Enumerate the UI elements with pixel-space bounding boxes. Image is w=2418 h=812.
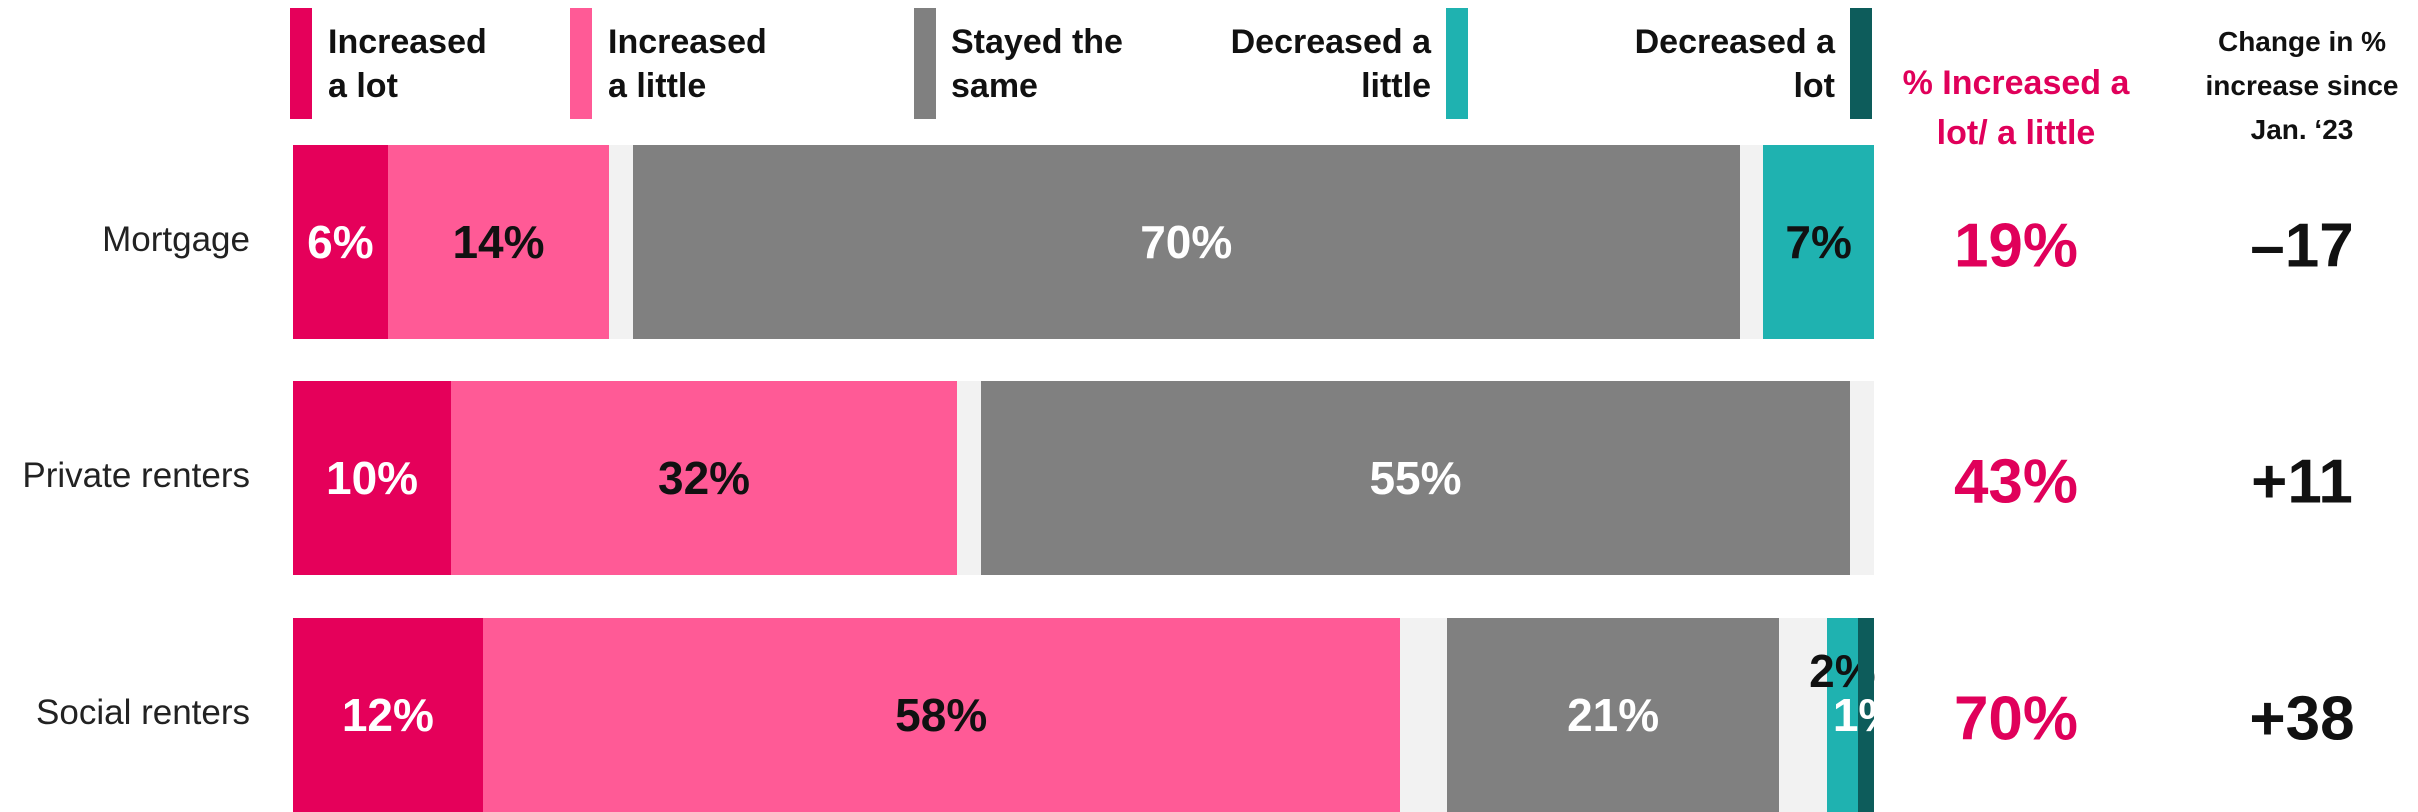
category-label: Private renters [22, 456, 250, 495]
column-header: % Increased a lot/ a little [1902, 64, 2130, 152]
data-label: 21% [1567, 689, 1660, 741]
category-label: Mortgage [102, 220, 250, 259]
legend-swatch [1446, 8, 1468, 119]
bar-segment [1858, 618, 1874, 812]
bar-segment [1763, 145, 1874, 339]
data-label: 58% [895, 689, 988, 741]
data-label: 6% [307, 216, 374, 268]
data-label: 14% [452, 216, 545, 268]
summary-value: 19% [1953, 211, 2079, 281]
bar-segment [451, 381, 957, 575]
summary-value: 43% [1953, 447, 2079, 517]
legend-swatch [1850, 8, 1872, 119]
column-header: Change in % increase since Jan. ‘23 [2205, 26, 2399, 145]
category-label: Social renters [36, 693, 250, 732]
legend-swatch [914, 8, 936, 119]
legend-label: Stayed the same [951, 23, 1123, 105]
bar-segment [1826, 618, 1859, 812]
bar-segment [980, 381, 1851, 575]
legend-label: Decreased a little [1230, 23, 1431, 105]
summary-value: 70% [1953, 684, 2079, 754]
bar-segment [387, 145, 610, 339]
legend-label: Increased a lot [328, 23, 487, 105]
bar-segment [293, 618, 483, 812]
legend-label: Decreased a lot [1634, 23, 1835, 105]
summary-value: –17 [2250, 211, 2354, 281]
data-label: 10% [326, 452, 419, 504]
data-label: 7% [1785, 216, 1852, 268]
data-label: 1% [1832, 689, 1900, 741]
summary-value: +38 [2249, 684, 2355, 754]
bar-segment [632, 145, 1740, 339]
data-label: 32% [658, 452, 751, 504]
legend-swatch [570, 8, 592, 119]
bar-segment [1447, 618, 1780, 812]
summary-value: +11 [2251, 447, 2353, 517]
bar-segment [293, 145, 388, 339]
bar-segment [293, 381, 452, 575]
legend-label: Increased a little [608, 23, 767, 105]
bar-segment [482, 618, 1400, 812]
data-label: 12% [341, 689, 434, 741]
data-label: 55% [1369, 452, 1462, 504]
legend-swatch [290, 8, 312, 119]
data-label: 70% [1140, 216, 1233, 268]
